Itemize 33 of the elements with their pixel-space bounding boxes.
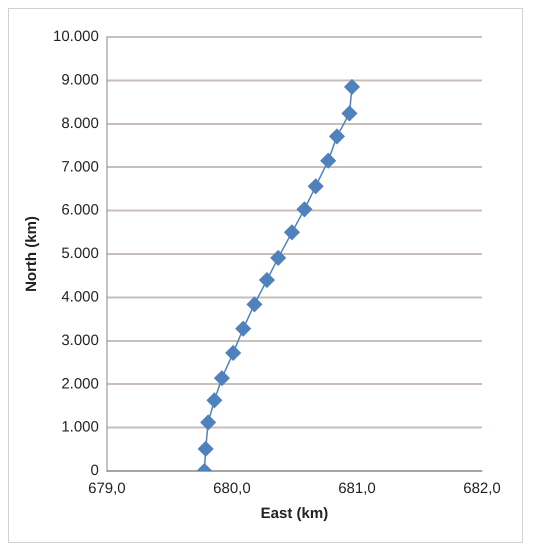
x-tick-label: 679,0 (88, 480, 126, 498)
x-axis-title: East (km) (260, 505, 328, 522)
y-tick-label: 5.000 (61, 245, 99, 262)
y-tick-label: 8.000 (61, 114, 99, 132)
point (329, 128, 345, 144)
point (270, 250, 286, 266)
point (284, 224, 300, 240)
point (296, 202, 312, 218)
y-tick-label: 6.000 (61, 202, 99, 219)
point (214, 370, 230, 386)
point (308, 178, 324, 194)
y-tick-label: 3.000 (61, 332, 99, 349)
y-tick-label: 0 (90, 462, 99, 480)
x-tick-label: 681,0 (338, 480, 376, 498)
point (246, 296, 262, 312)
point (342, 106, 358, 122)
y-tick-label: 7.000 (61, 158, 99, 176)
y-tick-label: 10.000 (52, 28, 99, 46)
y-tick-label: 1.000 (61, 418, 99, 436)
point (225, 345, 241, 361)
y-tick-label: 4.000 (61, 288, 99, 306)
x-tick-label: 680,0 (213, 480, 251, 498)
point (344, 79, 360, 95)
point (320, 152, 336, 168)
point (206, 392, 222, 408)
point (235, 320, 251, 336)
point (259, 272, 275, 288)
y-axis-title: North (km) (23, 216, 40, 292)
point (198, 441, 214, 457)
point (200, 414, 216, 430)
x-tick-label: 682,0 (463, 480, 501, 498)
y-tick-label: 2.000 (61, 375, 99, 392)
y-tick-label: 9.000 (61, 72, 99, 89)
